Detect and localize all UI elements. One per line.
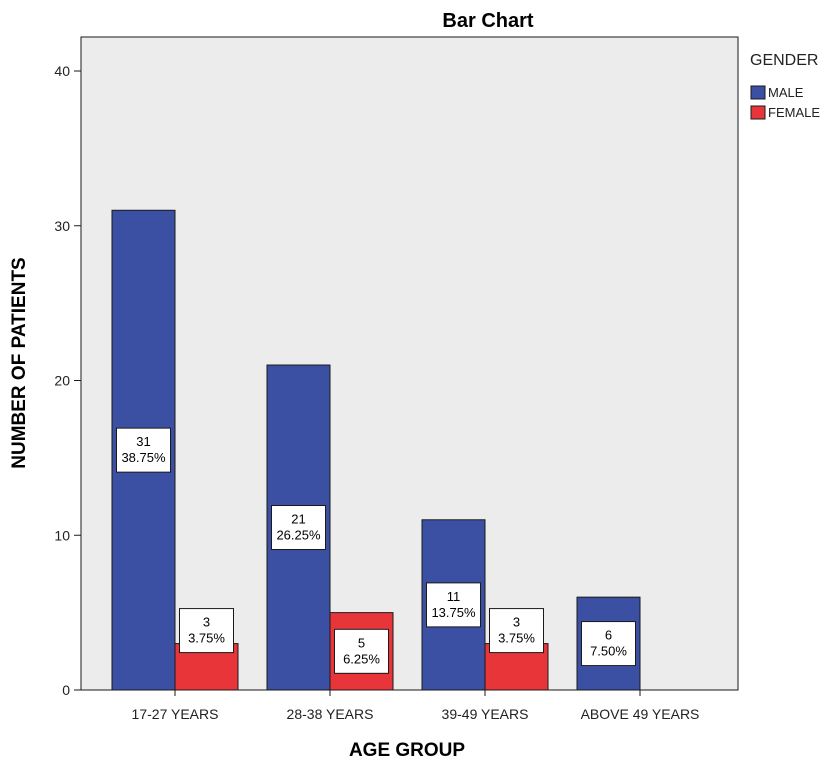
x-tick-label: 28-38 YEARS <box>287 706 374 722</box>
data-label-male-4: 67.50% <box>581 621 636 667</box>
data-label-female-3: 33.75% <box>489 608 544 654</box>
data-label-count: 3 <box>513 615 520 630</box>
data-label-female-2: 56.25% <box>334 628 389 674</box>
legend-label: MALE <box>768 85 804 100</box>
data-label-box <box>179 608 234 654</box>
legend-item-female: FEMALE <box>750 105 820 120</box>
data-label-percent: 3.75% <box>188 631 225 646</box>
data-label-box <box>116 427 171 473</box>
data-label-count: 6 <box>605 628 612 643</box>
data-label-box <box>581 621 636 667</box>
data-label-percent: 7.50% <box>590 644 627 659</box>
data-label-count: 21 <box>291 512 305 527</box>
y-tick-label: 20 <box>54 373 70 389</box>
y-tick-label: 40 <box>54 63 70 79</box>
data-label-percent: 26.25% <box>276 528 321 543</box>
legend-swatch <box>750 85 766 100</box>
legend: GENDER MALE FEMALE <box>750 52 820 120</box>
data-label-percent: 38.75% <box>121 450 166 465</box>
data-label-count: 3 <box>203 615 210 630</box>
data-label-female-1: 33.75% <box>179 608 234 654</box>
chart-title: Bar Chart <box>442 10 533 32</box>
x-tick-label: ABOVE 49 YEARS <box>581 706 700 722</box>
data-label-count: 31 <box>136 434 150 449</box>
data-label-box <box>334 628 389 674</box>
y-tick-label: 30 <box>54 218 70 234</box>
legend-item-male: MALE <box>750 85 804 100</box>
plot-area <box>80 36 739 691</box>
x-axis-title: AGE GROUP <box>349 740 465 761</box>
legend-swatch <box>750 105 766 120</box>
x-tick-label: 17-27 YEARS <box>132 706 219 722</box>
data-label-box <box>489 608 544 654</box>
y-tick-label: 10 <box>54 527 70 543</box>
data-label-percent: 3.75% <box>498 631 535 646</box>
data-label-count: 11 <box>447 589 461 604</box>
y-tick-label: 0 <box>62 682 70 698</box>
legend-title: GENDER <box>750 52 818 69</box>
x-tick-label: 39-49 YEARS <box>442 706 529 722</box>
legend-label: FEMALE <box>768 105 820 120</box>
data-label-percent: 6.25% <box>343 651 380 666</box>
data-label-percent: 13.75% <box>431 605 476 620</box>
data-label-box <box>426 582 481 628</box>
data-label-count: 5 <box>358 635 365 650</box>
data-label-box <box>271 505 326 551</box>
y-axis-title: NUMBER OF PATIENTS <box>9 257 30 468</box>
